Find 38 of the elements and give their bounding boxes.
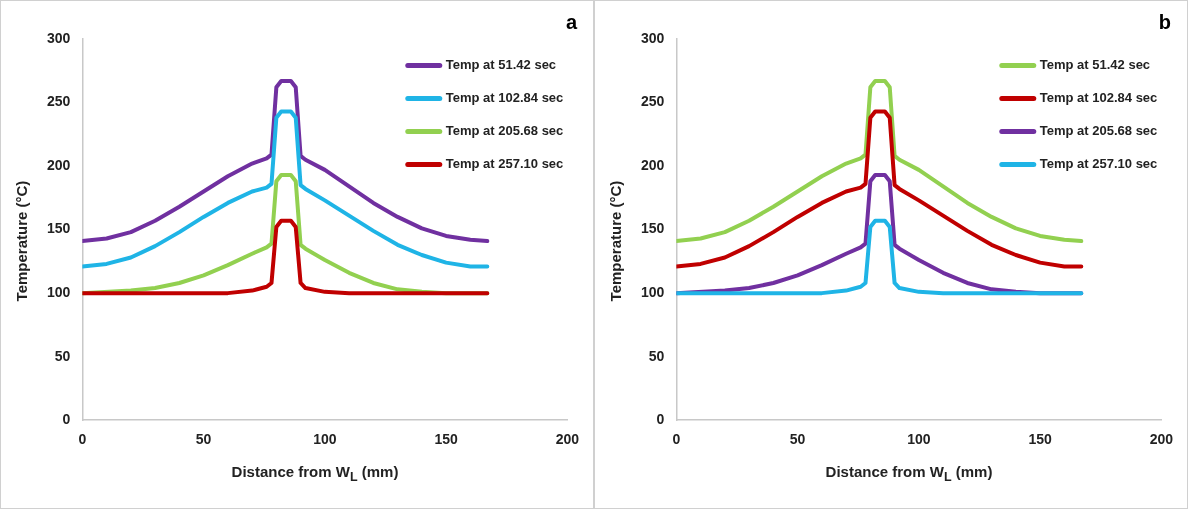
y-tick-label: 200 xyxy=(641,156,665,173)
x-tick-label: 200 xyxy=(1149,431,1174,448)
y-axis-title: Temperature (°C) xyxy=(12,180,30,302)
legend-label: Temp at 51.42 sec xyxy=(445,57,557,73)
y-tick-label: 200 xyxy=(47,156,71,173)
y-tick-label: 250 xyxy=(641,93,665,110)
x-tick-label: 100 xyxy=(313,431,337,448)
legend-label: Temp at 51.42 sec xyxy=(1039,57,1151,73)
y-tick-label: 100 xyxy=(47,283,71,300)
y-tick-label: 50 xyxy=(648,347,665,364)
y-tick-label: 50 xyxy=(54,347,71,364)
y-tick-label: 100 xyxy=(641,283,665,300)
legend-label: Temp at 257.10 sec xyxy=(1039,156,1158,172)
x-tick-label: 100 xyxy=(907,431,931,448)
y-tick-label: 0 xyxy=(656,411,665,428)
y-axis-title: Temperature (°C) xyxy=(606,180,624,302)
x-axis-title: Distance from W$_{L}$ (mm) xyxy=(230,463,400,484)
y-tick-label: 250 xyxy=(47,93,71,110)
legend-label: Temp at 205.68 sec xyxy=(1039,123,1158,139)
x-tick-label: 50 xyxy=(195,431,212,448)
y-tick-label: 0 xyxy=(62,411,71,428)
x-tick-label: 50 xyxy=(789,431,806,448)
chart-title: a xyxy=(565,10,578,33)
legend-label: Temp at 102.84 sec xyxy=(1039,90,1158,106)
x-tick-label: 0 xyxy=(672,431,681,448)
x-tick-label: 0 xyxy=(78,431,87,448)
x-tick-label: 200 xyxy=(555,431,580,448)
x-tick-label: 150 xyxy=(1028,431,1052,448)
y-tick-label: 300 xyxy=(47,29,71,46)
x-tick-label: 150 xyxy=(434,431,458,448)
y-tick-label: 150 xyxy=(641,220,665,237)
legend-label: Temp at 205.68 sec xyxy=(445,123,564,139)
y-tick-label: 150 xyxy=(47,220,71,237)
legend-label: Temp at 257.10 sec xyxy=(445,156,564,172)
y-tick-label: 300 xyxy=(641,29,665,46)
x-axis-title: Distance from W$_{L}$ (mm) xyxy=(824,463,994,484)
chart-title: b xyxy=(1158,10,1171,33)
legend-label: Temp at 102.84 sec xyxy=(445,90,564,106)
